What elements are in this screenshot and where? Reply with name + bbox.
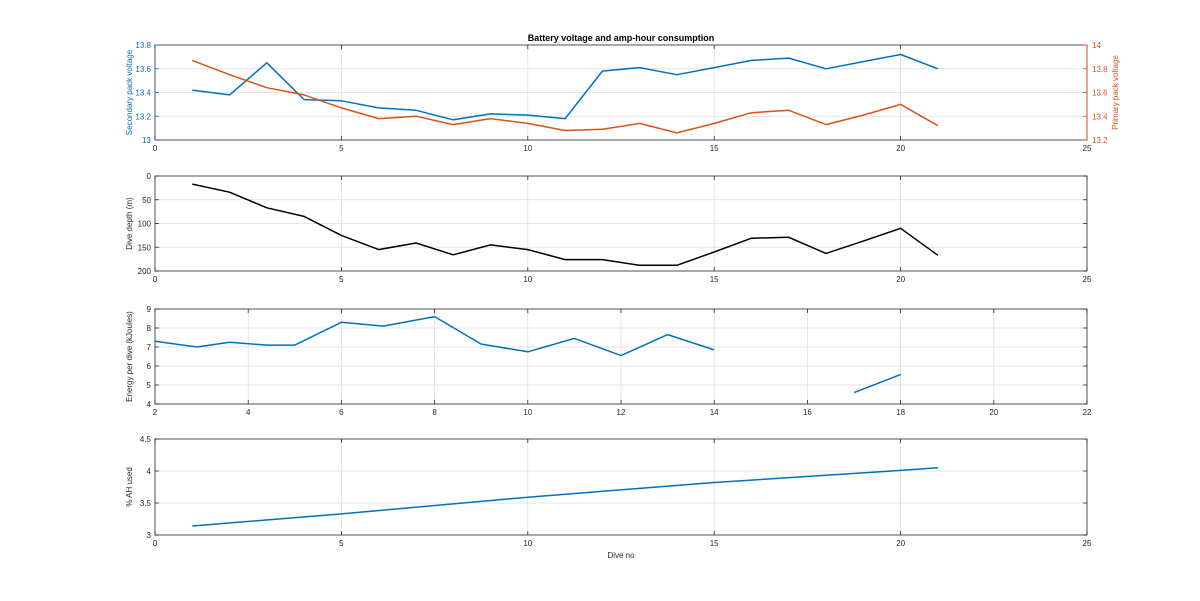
y-tick-label: 150 bbox=[138, 243, 152, 252]
y-tick-label: 6 bbox=[147, 362, 152, 371]
x-tick-label: 0 bbox=[153, 144, 158, 153]
y-tick-label: 4 bbox=[147, 400, 152, 409]
x-tick-label: 10 bbox=[523, 275, 532, 284]
y-tick-label: 4.5 bbox=[140, 435, 152, 444]
x-tick-label: 16 bbox=[803, 408, 812, 417]
y-tick-label-right: 14 bbox=[1092, 41, 1101, 50]
x-tick-label: 25 bbox=[1083, 275, 1092, 284]
y-axis-label: Secondary pack voltage bbox=[125, 49, 134, 135]
x-tick-label: 5 bbox=[339, 539, 344, 548]
x-tick-label: 15 bbox=[710, 539, 719, 548]
y-tick-label: 13 bbox=[142, 136, 151, 145]
x-tick-label: 18 bbox=[896, 408, 905, 417]
y-tick-label: 9 bbox=[147, 305, 152, 314]
y-tick-label: 8 bbox=[147, 324, 152, 333]
x-tick-label: 5 bbox=[339, 275, 344, 284]
x-tick-label: 6 bbox=[339, 408, 344, 417]
y-axis-label: Dive depth (m) bbox=[125, 197, 134, 250]
y-tick-label: 7 bbox=[147, 343, 152, 352]
x-tick-label: 15 bbox=[710, 144, 719, 153]
y-tick-label: 3 bbox=[147, 531, 152, 540]
data-series bbox=[192, 467, 938, 527]
y-tick-label: 3.5 bbox=[140, 499, 152, 508]
data-series bbox=[192, 183, 939, 267]
y-tick-label: 4 bbox=[147, 467, 152, 476]
x-tick-label: 25 bbox=[1083, 144, 1092, 153]
y-tick-label-right: 13.2 bbox=[1092, 136, 1108, 145]
x-tick-label: 20 bbox=[989, 408, 998, 417]
x-tick-label: 14 bbox=[710, 408, 719, 417]
x-tick-label: 0 bbox=[153, 539, 158, 548]
data-series bbox=[154, 315, 901, 394]
y-tick-label: 50 bbox=[142, 196, 151, 205]
data-series bbox=[192, 53, 939, 134]
x-tick-label: 20 bbox=[896, 539, 905, 548]
y-tick-label-right: 13.6 bbox=[1092, 89, 1108, 98]
y-tick-label: 100 bbox=[138, 220, 152, 229]
x-tick-label: 20 bbox=[896, 275, 905, 284]
y-tick-label: 13.2 bbox=[135, 112, 151, 121]
x-axis: 0 5 10 15 20 25 bbox=[153, 176, 1092, 284]
axes-box bbox=[154, 438, 1088, 536]
x-tick-label: 15 bbox=[710, 275, 719, 284]
y-tick-label-right: 13.8 bbox=[1092, 65, 1108, 74]
x-axis: 0 5 10 15 20 25 Dive no bbox=[153, 439, 1092, 560]
x-tick-label: 4 bbox=[246, 408, 251, 417]
x-axis: 2 4 6 8 10 12 14 16 18 20 22 bbox=[153, 309, 1092, 417]
x-axis-label: Dive no bbox=[607, 551, 635, 560]
x-tick-label: 8 bbox=[432, 408, 437, 417]
series-line-1-segment-1 bbox=[154, 315, 715, 357]
series-line-1 bbox=[192, 183, 939, 267]
grid-lines bbox=[155, 176, 1087, 271]
y-tick-label: 13.4 bbox=[135, 89, 151, 98]
y-axis-left: 0 50 100 150 200 Dive depth (m) bbox=[125, 172, 1087, 276]
series-line-1-segment-2 bbox=[853, 373, 901, 394]
subplot-2: 0 5 10 15 20 25 0 50 100 150 200 Dive depth (m) bbox=[125, 172, 1092, 284]
x-tick-label: 20 bbox=[896, 144, 905, 153]
y-axis-label: Energy per dive (kJoules) bbox=[125, 311, 134, 402]
series-line-1 bbox=[192, 467, 938, 527]
grid-lines bbox=[155, 309, 1087, 404]
grid-lines bbox=[155, 439, 1087, 535]
y-tick-label: 13.6 bbox=[135, 65, 151, 74]
x-tick-label: 10 bbox=[523, 144, 532, 153]
y-tick-label: 200 bbox=[138, 267, 152, 276]
x-tick-label: 2 bbox=[153, 408, 158, 417]
y-tick-label-right: 13.4 bbox=[1092, 112, 1108, 121]
y-axis-left: 4 5 6 7 8 9 Energy per dive (kJoules) bbox=[125, 305, 1087, 409]
y-tick-label: 0 bbox=[147, 172, 152, 181]
y-tick-label: 13.8 bbox=[135, 41, 151, 50]
y-tick-label: 5 bbox=[147, 381, 152, 390]
x-tick-label: 22 bbox=[1083, 408, 1092, 417]
series-line-2 bbox=[192, 59, 939, 134]
x-tick-label: 10 bbox=[523, 539, 532, 548]
x-tick-label: 10 bbox=[523, 408, 532, 417]
x-tick-label: 0 bbox=[153, 275, 158, 284]
subplot-4: 0 5 10 15 20 25 Dive no 3 3.5 4 4.5 % AH used bbox=[125, 435, 1092, 560]
chart-title: Battery voltage and amp-hour consumption bbox=[528, 33, 715, 43]
y-axis-right: 13.2 13.4 13.6 13.8 14 Primary pack voltage bbox=[1083, 41, 1120, 145]
x-tick-label: 5 bbox=[339, 144, 344, 153]
y-axis-label: % AH used bbox=[125, 467, 134, 507]
x-tick-label: 12 bbox=[617, 408, 626, 417]
y-axis-left: 3 3.5 4 4.5 % AH used bbox=[125, 435, 1087, 540]
y-axis-label-right: Primary pack voltage bbox=[1111, 55, 1120, 130]
x-tick-label: 25 bbox=[1083, 539, 1092, 548]
